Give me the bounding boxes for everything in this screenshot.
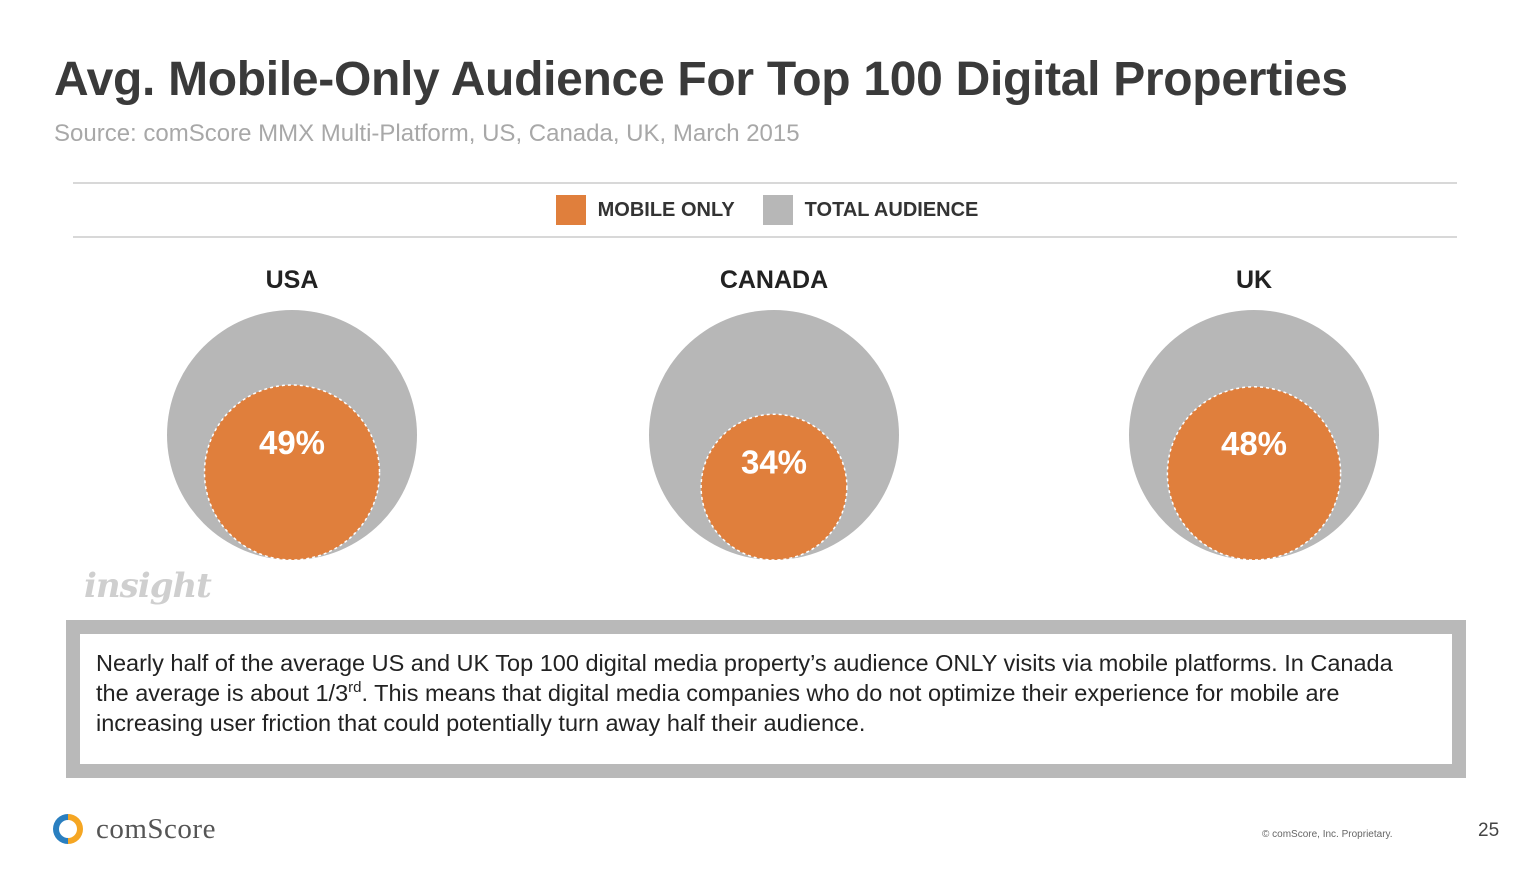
legend-label-mobile-only: MOBILE ONLY — [597, 198, 735, 221]
value-label-uk: 48% — [1221, 425, 1287, 462]
callout-box: Nearly half of the average US and UK Top… — [66, 620, 1466, 778]
value-label-canada: 34% — [741, 444, 807, 481]
comscore-logo-icon — [53, 814, 83, 844]
nested-circle-chart: USA 49% CANADA 34% UK 48% — [167, 266, 1379, 561]
page-subtitle: Source: comScore MMX Multi-Platform, US,… — [54, 120, 800, 147]
legend-swatch-total-audience — [762, 195, 793, 225]
mobile-only-circle-canada — [700, 413, 848, 561]
category-label-canada: CANADA — [720, 266, 828, 294]
category-label-usa: USA — [266, 266, 319, 294]
divider-bottom — [73, 236, 1457, 238]
divider-top — [73, 182, 1457, 184]
category-label-uk: UK — [1236, 266, 1272, 294]
comscore-logo: comScore — [52, 812, 216, 846]
mobile-only-circle-usa — [203, 384, 381, 561]
callout-text: Nearly half of the average US and UK Top… — [96, 648, 1412, 738]
mobile-only-circle-uk — [1166, 386, 1342, 561]
page-number: 25 — [1478, 820, 1500, 841]
legend-label-total-audience: TOTAL AUDIENCE — [804, 198, 979, 221]
page-title: Avg. Mobile-Only Audience For Top 100 Di… — [54, 53, 1348, 106]
value-label-usa: 49% — [259, 424, 325, 461]
comscore-logo-text: comScore — [96, 812, 216, 845]
legend: MOBILE ONLY TOTAL AUDIENCE — [0, 192, 1534, 228]
copyright-notice: © comScore, Inc. Proprietary. — [1262, 829, 1393, 840]
legend-item-total-audience: TOTAL AUDIENCE — [762, 195, 979, 225]
legend-swatch-mobile-only — [555, 195, 586, 225]
callout-text-part-1: Nearly half of the average US and UK Top… — [96, 650, 1393, 706]
legend-item-mobile-only: MOBILE ONLY — [555, 195, 735, 225]
callout-superscript: rd — [348, 679, 362, 697]
insight-watermark: insight — [84, 566, 212, 606]
callout-text-part-2: . This means that digital media companie… — [96, 680, 1340, 736]
